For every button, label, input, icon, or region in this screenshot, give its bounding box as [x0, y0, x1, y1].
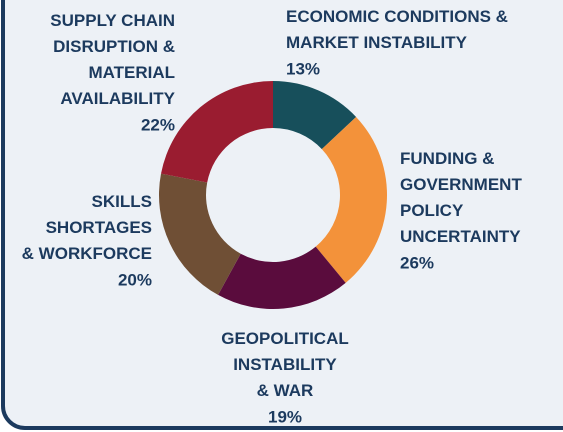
label-line: MATERIAL [88, 63, 175, 82]
label-line: & WORKFORCE [22, 244, 152, 263]
segment-label: ECONOMIC CONDITIONS & MARKET INSTABILITY [286, 7, 508, 52]
donut-segment [218, 246, 346, 309]
segment-label: FUNDING & GOVERNMENT POLICY UNCERTAINTY [400, 149, 522, 246]
donut-segment [315, 116, 387, 283]
value-label: 13% [286, 59, 320, 78]
donut-segment [273, 81, 357, 150]
label-line: ECONOMIC CONDITIONS & [286, 7, 508, 26]
label-line: INSTABILITY [233, 355, 337, 374]
label-line: AVAILABILITY [60, 89, 175, 108]
label-line: FUNDING & [400, 149, 494, 168]
label-line: & WAR [257, 381, 314, 400]
label-line: UNCERTAINTY [400, 227, 521, 246]
value-label: 26% [400, 253, 434, 272]
label-line: SUPPLY CHAIN [50, 11, 175, 30]
segment-label: SKILLS SHORTAGES & WORKFORCE [22, 192, 152, 263]
label-line: SKILLS [92, 192, 152, 211]
label-line: GOVERNMENT [400, 175, 522, 194]
segment-label: GEOPOLITICAL INSTABILITY & WAR [221, 329, 349, 400]
label-line: POLICY [400, 201, 464, 220]
donut-segment [159, 173, 241, 295]
value-label: 22% [141, 115, 175, 134]
label-line: GEOPOLITICAL [221, 329, 349, 348]
label-line: DISRUPTION & [53, 37, 175, 56]
donut-segment [161, 81, 273, 183]
segment-label: SUPPLY CHAIN DISRUPTION & MATERIAL AVAILABI… [50, 11, 175, 108]
value-label: 19% [268, 407, 302, 426]
value-label: 20% [118, 270, 152, 289]
label-line: SHORTAGES [46, 218, 152, 237]
label-line: MARKET INSTABILITY [286, 33, 468, 52]
